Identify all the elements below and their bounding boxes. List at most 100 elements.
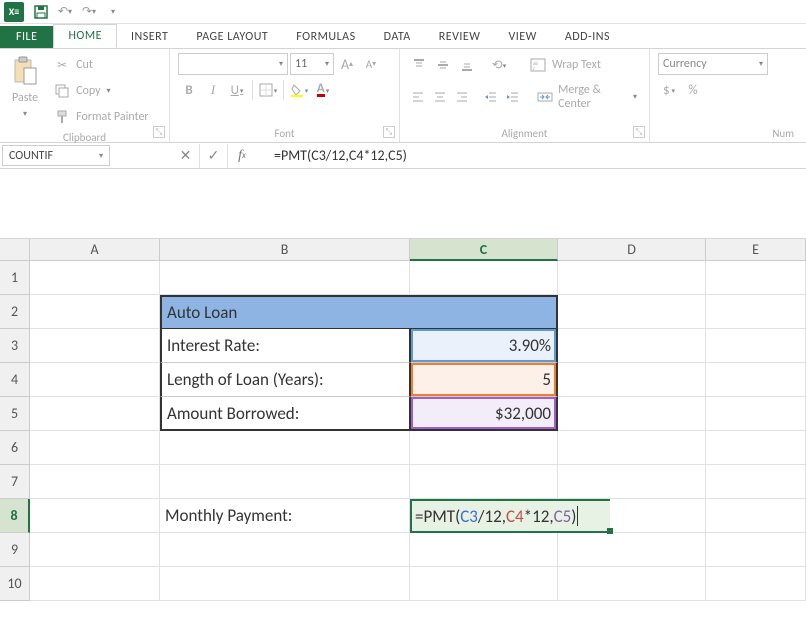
bold-button[interactable]: B [178, 79, 200, 101]
tab-review[interactable]: REVIEW [425, 26, 495, 48]
tab-file[interactable]: FILE [0, 26, 53, 48]
align-middle-button[interactable] [432, 54, 454, 76]
font-dialog-launcher[interactable]: ⤡ [383, 126, 395, 138]
align-left-button[interactable] [408, 86, 428, 108]
cell-d10[interactable] [558, 567, 706, 601]
cell-e9[interactable] [706, 533, 806, 567]
tab-formulas[interactable]: FORMULAS [282, 26, 369, 48]
cell-d3[interactable] [558, 329, 706, 363]
name-box[interactable]: COUNTIF▾ [2, 145, 110, 166]
select-all-corner[interactable] [0, 239, 30, 261]
cell-e4[interactable] [706, 363, 806, 397]
cell-c9[interactable] [410, 533, 558, 567]
cell-e3[interactable] [706, 329, 806, 363]
col-header-a[interactable]: A [30, 239, 160, 261]
accounting-format-button[interactable]: $▾ [658, 79, 680, 101]
tab-page-layout[interactable]: PAGE LAYOUT [182, 26, 282, 48]
row-header-4[interactable]: 4 [0, 363, 30, 397]
wrap-text-button[interactable]: abcWrap Text [524, 53, 605, 77]
cell-d6[interactable] [558, 431, 706, 465]
cell-a3[interactable] [30, 329, 160, 363]
cut-button[interactable]: ✂Cut [48, 53, 153, 77]
cell-c6[interactable] [410, 431, 558, 465]
row-header-2[interactable]: 2 [0, 295, 30, 329]
col-header-e[interactable]: E [706, 239, 806, 261]
cell-a7[interactable] [30, 465, 160, 499]
decrease-indent-button[interactable] [481, 86, 501, 108]
cell-c7[interactable] [410, 465, 558, 499]
tab-view[interactable]: VIEW [494, 26, 550, 48]
cell-b1[interactable] [160, 261, 410, 295]
align-bottom-button[interactable] [456, 54, 478, 76]
clipboard-dialog-launcher[interactable]: ⤡ [153, 126, 165, 138]
cell-a1[interactable] [30, 261, 160, 295]
cell-a8[interactable] [30, 499, 160, 533]
cell-e5[interactable] [706, 397, 806, 431]
row-header-9[interactable]: 9 [0, 533, 30, 567]
row-header-8[interactable]: 8 [0, 499, 30, 533]
cell-c10[interactable] [410, 567, 558, 601]
cell-e7[interactable] [706, 465, 806, 499]
cell-b8[interactable]: Monthly Payment: [160, 499, 410, 533]
col-header-d[interactable]: D [558, 239, 706, 261]
cell-e1[interactable] [706, 261, 806, 295]
cell-d2[interactable] [558, 295, 706, 329]
align-right-button[interactable] [452, 86, 472, 108]
col-header-c[interactable]: C [410, 239, 558, 261]
underline-button[interactable]: U▾ [226, 79, 248, 101]
row-header-10[interactable]: 10 [0, 567, 30, 601]
row-header-6[interactable]: 6 [0, 431, 30, 465]
cell-b9[interactable] [160, 533, 410, 567]
cell-c8[interactable]: =PMT(C3/12,C4*12,C5) [410, 499, 610, 533]
fill-color-button[interactable]: ▾ [288, 79, 310, 101]
cell-d1[interactable] [558, 261, 706, 295]
borders-button[interactable]: ▾ [257, 79, 279, 101]
increase-font-button[interactable]: A▴ [336, 53, 358, 75]
row-header-1[interactable]: 1 [0, 261, 30, 295]
row-header-7[interactable]: 7 [0, 465, 30, 499]
cancel-formula-button[interactable]: ✕ [172, 144, 200, 168]
cell-a10[interactable] [30, 567, 160, 601]
tab-insert[interactable]: INSERT [117, 26, 182, 48]
cell-c2[interactable] [410, 295, 558, 329]
cell-a9[interactable] [30, 533, 160, 567]
cell-c3[interactable]: 3.90% [410, 329, 558, 363]
alignment-dialog-launcher[interactable]: ⤡ [633, 126, 645, 138]
cell-b10[interactable] [160, 567, 410, 601]
cell-d9[interactable] [558, 533, 706, 567]
undo-button[interactable]: ↶▾ [54, 1, 76, 23]
font-color-button[interactable]: A▾ [312, 79, 334, 101]
insert-function-button[interactable]: fx [228, 144, 256, 168]
cell-c5[interactable]: $32,000 [410, 397, 558, 431]
cell-b5[interactable]: Amount Borrowed: [160, 397, 410, 431]
row-header-5[interactable]: 5 [0, 397, 30, 431]
cell-d7[interactable] [558, 465, 706, 499]
tab-data[interactable]: DATA [370, 26, 425, 48]
col-header-b[interactable]: B [160, 239, 410, 261]
decrease-font-button[interactable]: A▾ [360, 53, 382, 75]
format-painter-button[interactable]: Format Painter [48, 105, 153, 129]
cell-e2[interactable] [706, 295, 806, 329]
cell-a6[interactable] [30, 431, 160, 465]
enter-formula-button[interactable]: ✓ [200, 144, 228, 168]
number-format-select[interactable]: Currency▾ [658, 53, 768, 75]
cell-d5[interactable] [558, 397, 706, 431]
paste-button[interactable]: Paste▾ [8, 89, 42, 121]
redo-button[interactable]: ↷▾ [78, 1, 100, 23]
cell-b6[interactable] [160, 431, 410, 465]
font-size-select[interactable]: 11▾ [290, 53, 334, 75]
row-header-3[interactable]: 3 [0, 329, 30, 363]
percent-format-button[interactable]: % [682, 79, 704, 101]
save-icon[interactable] [30, 1, 52, 23]
formula-bar[interactable]: =PMT(C3/12,C4*12,C5) [256, 143, 407, 168]
cell-b7[interactable] [160, 465, 410, 499]
merge-center-button[interactable]: Merge & Center▾ [532, 81, 641, 113]
cell-a5[interactable] [30, 397, 160, 431]
tab-home[interactable]: HOME [53, 24, 117, 48]
font-family-select[interactable]: ▾ [178, 53, 288, 75]
cell-e10[interactable] [706, 567, 806, 601]
cell-e6[interactable] [706, 431, 806, 465]
paste-icon[interactable] [9, 53, 41, 89]
cell-b3[interactable]: Interest Rate: [160, 329, 410, 363]
orientation-button[interactable]: ⟲▾ [488, 54, 510, 76]
